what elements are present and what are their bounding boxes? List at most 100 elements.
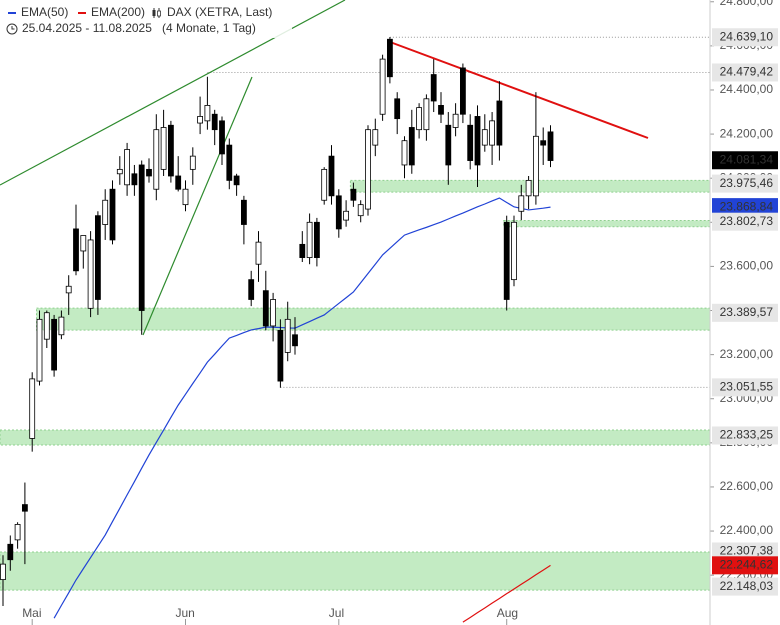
candle-body	[511, 221, 517, 281]
date-range: 25.04.2025 - 11.08.2025	[22, 21, 152, 35]
indicator-lines	[53, 197, 551, 623]
candle-body	[138, 164, 145, 311]
candle-body	[284, 318, 291, 353]
candle-body	[109, 188, 116, 241]
candle-body	[219, 120, 225, 155]
x-tick-label: Aug	[497, 606, 518, 620]
candle-body	[102, 199, 109, 225]
candle-body	[474, 116, 481, 166]
candle-body	[175, 175, 182, 190]
candle-body	[423, 98, 430, 131]
candle-body	[189, 155, 196, 170]
candle-body	[211, 113, 218, 131]
price-label-box	[712, 174, 778, 193]
candle-body	[481, 129, 488, 146]
legend-label: EMA(50)	[21, 5, 68, 19]
candle-body	[270, 299, 277, 327]
y-tick-label: 23.200,00	[720, 347, 774, 361]
candle-body	[167, 124, 174, 177]
candle-body	[401, 140, 408, 166]
candle-body	[328, 155, 335, 197]
price-label-box	[712, 63, 778, 82]
candle-body	[547, 131, 554, 161]
candle-body	[496, 100, 503, 146]
legend-items: EMA(50) EMA(200)	[8, 5, 145, 19]
candle-body	[540, 140, 547, 146]
candle-body	[233, 175, 240, 186]
candle-body	[445, 124, 452, 166]
candle-body	[343, 210, 350, 221]
price-label: 23.389,57	[720, 305, 774, 319]
candle-body	[14, 524, 21, 541]
candle-body	[153, 129, 160, 190]
candle-body	[182, 188, 189, 206]
x-tick-label: Jun	[176, 606, 195, 620]
price-label: 23.802,73	[720, 214, 774, 228]
candle-body	[124, 149, 130, 186]
candle-body	[379, 58, 386, 115]
candle-body	[21, 504, 28, 512]
candle-body	[255, 241, 262, 265]
support-zone	[36, 307, 710, 331]
x-tick-label: Mai	[22, 606, 41, 620]
candle-body	[226, 144, 233, 181]
zones	[0, 36, 710, 591]
candle-body	[503, 221, 510, 300]
period: (4 Monate, 1 Tag)	[162, 21, 256, 35]
candle-body	[459, 67, 466, 115]
price-label-box	[712, 303, 778, 322]
candle-body	[438, 105, 444, 115]
price-label: 24.639,10	[720, 29, 774, 43]
candle-body	[131, 173, 138, 186]
clock-icon	[6, 23, 18, 35]
candle-body	[248, 279, 255, 300]
candle-body	[146, 168, 152, 177]
price-label-box	[712, 151, 778, 170]
candle-body	[262, 290, 269, 327]
price-label-box	[712, 378, 778, 397]
legend-label: EMA(200)	[91, 5, 145, 19]
candle-body	[335, 195, 342, 230]
candle-body	[0, 563, 6, 580]
support-zone	[0, 429, 710, 446]
price-label: 22.244,62	[720, 557, 774, 571]
price-label: 22.148,03	[720, 579, 774, 593]
candle-icon	[152, 8, 161, 18]
candle-body	[204, 105, 211, 122]
candle-body	[313, 221, 320, 258]
candles	[0, 37, 554, 607]
x-tick-label: Jul	[329, 606, 344, 620]
candle-body	[489, 120, 496, 146]
candle-body	[51, 318, 57, 371]
price-label: 23.975,46	[720, 176, 774, 190]
candle-body	[87, 239, 94, 309]
price-label: 24.479,42	[720, 65, 774, 79]
candle-body	[372, 129, 379, 146]
candle-body	[525, 179, 532, 197]
y-tick-label: 22.400,00	[720, 523, 774, 537]
candle-body	[386, 38, 393, 78]
candle-body	[43, 312, 50, 340]
candle-body	[160, 127, 167, 170]
candle-body	[321, 168, 328, 201]
y-tick-label: 24.400,00	[720, 82, 774, 96]
candle-body	[518, 195, 525, 212]
price-label: 23.051,55	[720, 380, 774, 394]
price-label-box	[712, 577, 778, 596]
candle-body	[394, 98, 401, 120]
support-zone	[0, 551, 710, 591]
candle-body	[29, 378, 36, 439]
candle-body	[95, 215, 101, 300]
price-labels: 24.639,10 24.479,42 24.081,34 23.975,46 23.8…	[712, 28, 778, 596]
price-label: 23.868,84	[720, 199, 774, 213]
price-label-box	[712, 556, 778, 575]
candle-body	[467, 124, 474, 161]
candle-body	[65, 285, 72, 294]
price-label: 24.081,34	[720, 152, 774, 166]
candle-body	[416, 107, 423, 131]
candle-body	[73, 228, 79, 272]
candle-body	[7, 543, 14, 561]
candle-body	[197, 116, 204, 124]
price-label-box	[712, 426, 778, 445]
